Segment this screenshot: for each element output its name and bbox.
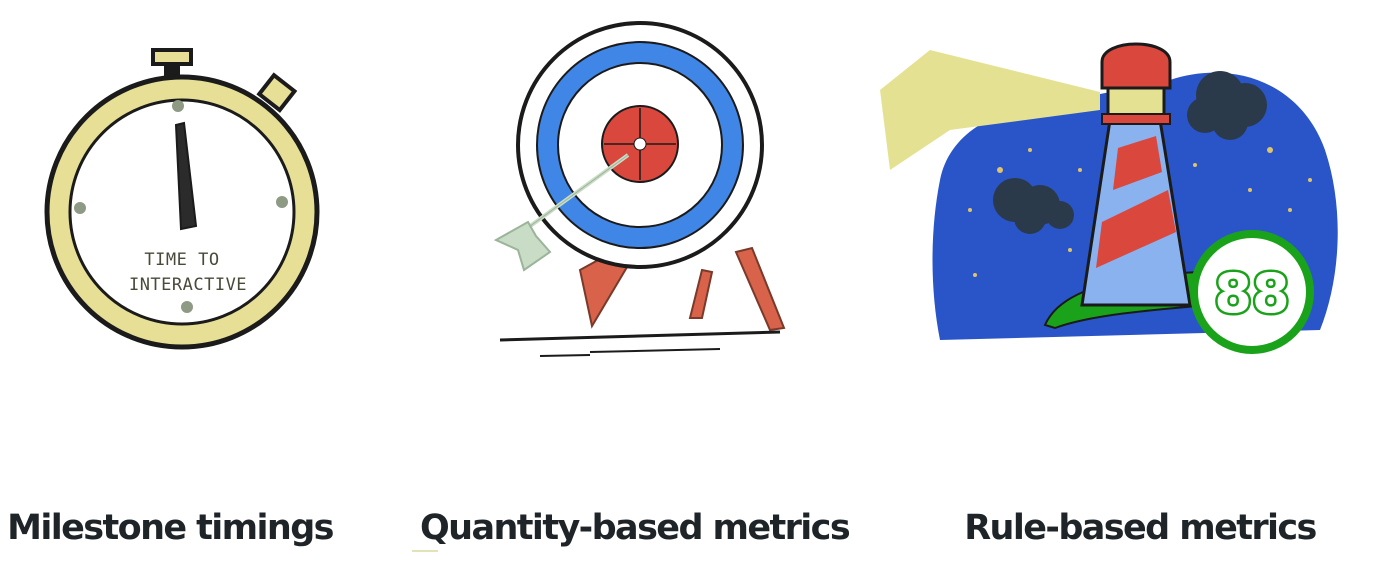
dial-dot-right <box>276 196 288 208</box>
target-icon <box>493 21 786 357</box>
dial-text-line2: INTERACTIVE <box>129 275 247 295</box>
dial-text-line1: TIME TO <box>144 250 219 270</box>
tower-stripe <box>1113 136 1162 190</box>
quantity-panel: Quantity-based metrics <box>412 0 870 565</box>
score-badge <box>1190 230 1314 354</box>
caption-quantity-based-metrics: Quantity-based metrics <box>420 508 851 548</box>
tower-stripe <box>1096 190 1176 268</box>
dial-dot-left <box>74 202 86 214</box>
light-beam <box>880 50 1100 170</box>
stopwatch-hand <box>174 121 198 231</box>
dial-dot-bottom <box>181 301 193 313</box>
caption-accent-mark <box>412 550 438 552</box>
lighthouse-cap <box>1100 42 1172 90</box>
rule-panel: 88 Rule-based metrics <box>870 0 1400 565</box>
score-value: 88 <box>1214 262 1289 325</box>
cloud-icon <box>1187 71 1267 140</box>
cloud-icon <box>993 178 1074 234</box>
stopwatch-icon: TIME TO INTERACTIVE <box>44 48 320 350</box>
caption-milestone-timings: Milestone timings <box>7 508 334 548</box>
lighthouse-icon: 88 <box>880 42 1338 354</box>
caption-rule-based-metrics: Rule-based metrics <box>964 508 1317 548</box>
dial-dot-top <box>172 100 184 112</box>
milestone-panel: TIME TO INTERACTIVE Milestone timings <box>0 0 380 565</box>
arrow-fletching <box>493 220 552 272</box>
